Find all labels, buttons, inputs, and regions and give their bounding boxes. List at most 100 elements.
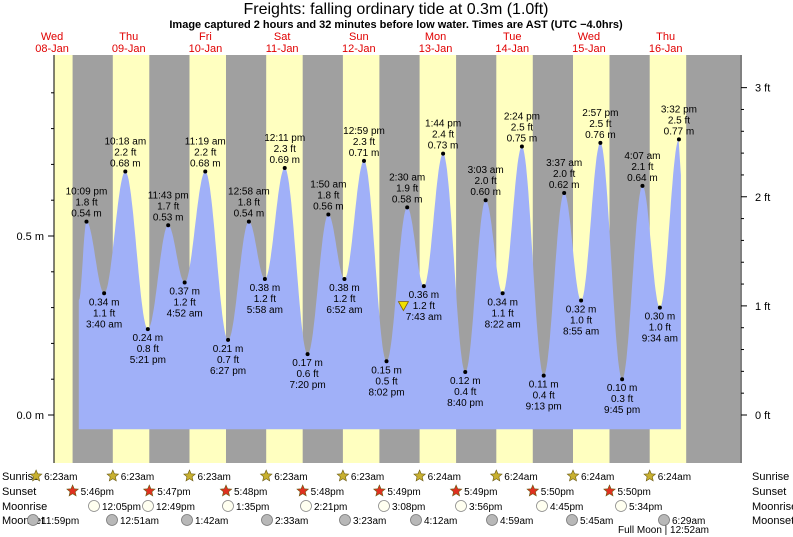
left-tick-label: 0.5 m xyxy=(16,231,44,243)
sunrise-time: 6:24am xyxy=(581,472,614,483)
extreme-point xyxy=(246,219,251,224)
sunrise-icon xyxy=(336,469,350,482)
low-time-label: 4:52 am xyxy=(167,309,203,320)
sunset-time: 5:48pm xyxy=(234,487,267,498)
day-name: Thu xyxy=(656,31,675,43)
high-time-label: 3:03 am xyxy=(468,165,504,176)
high-time-label: 12:58 am xyxy=(228,187,270,198)
high-time-label: 12:11 pm xyxy=(264,133,305,144)
sunrise-time: 6:24am xyxy=(658,472,691,483)
day-name: Tue xyxy=(503,31,522,43)
high-m-label: 0.54 m xyxy=(71,209,102,220)
low-time-label: 5:58 am xyxy=(247,305,283,316)
low-m-label: 0.32 m xyxy=(566,304,597,315)
sunset-time: 5:47pm xyxy=(157,487,190,498)
sunset-icon xyxy=(296,484,310,497)
sunset-time: 5:50pm xyxy=(617,487,650,498)
high-ft-label: 1.9 ft xyxy=(396,183,418,194)
moonrise-time: 12:05pm xyxy=(102,502,141,513)
sunrise-icon xyxy=(643,469,657,482)
daylight-band xyxy=(54,55,73,463)
high-time-label: 10:18 am xyxy=(104,137,146,148)
moonset-icon xyxy=(339,514,351,526)
moonrise-time: 4:45pm xyxy=(550,502,583,513)
high-m-label: 0.54 m xyxy=(234,209,265,220)
low-time-label: 9:45 pm xyxy=(604,405,640,416)
moonrise-icon xyxy=(536,500,548,512)
moonset-time: 6:29am xyxy=(672,516,705,527)
high-time-label: 10:09 pm xyxy=(66,187,108,198)
high-m-label: 0.60 m xyxy=(470,187,501,198)
high-m-label: 0.58 m xyxy=(392,194,423,205)
moonset-time: 4:12am xyxy=(424,516,457,527)
sunrise-time: 6:23am xyxy=(121,472,154,483)
right-tick-label: 3 ft xyxy=(755,83,770,95)
extreme-point xyxy=(463,370,468,375)
low-time-label: 7:43 am xyxy=(406,312,442,323)
low-ft-label: 1.1 ft xyxy=(93,308,115,319)
high-m-label: 0.71 m xyxy=(349,148,380,159)
high-m-label: 0.68 m xyxy=(190,159,221,170)
sunrise-time: 6:23am xyxy=(351,472,384,483)
moonrise-icon xyxy=(222,500,234,512)
low-time-label: 5:21 pm xyxy=(130,355,166,366)
extreme-point xyxy=(441,151,446,156)
low-time-label: 6:52 am xyxy=(326,305,362,316)
extreme-point xyxy=(102,291,107,296)
high-ft-label: 2.5 ft xyxy=(668,115,690,126)
high-ft-label: 1.8 ft xyxy=(317,191,339,202)
extreme-point xyxy=(166,223,171,228)
extreme-point xyxy=(519,144,524,149)
high-time-label: 2:57 pm xyxy=(582,108,618,119)
sunrise-time: 6:23am xyxy=(274,472,307,483)
low-ft-label: 1.1 ft xyxy=(492,308,514,319)
high-m-label: 0.64 m xyxy=(627,173,658,184)
sunset-time: 5:48pm xyxy=(311,487,344,498)
sunset-icon xyxy=(526,484,540,497)
day-date: 16-Jan xyxy=(649,43,683,55)
extreme-point xyxy=(123,169,128,174)
low-ft-label: 1.2 ft xyxy=(333,294,355,305)
sunset-time: 5:50pm xyxy=(541,487,574,498)
sunrise-icon xyxy=(106,469,120,482)
extreme-point xyxy=(562,191,567,196)
low-ft-label: 1.2 ft xyxy=(254,294,276,305)
high-time-label: 4:07 am xyxy=(624,151,660,162)
high-time-label: 12:59 pm xyxy=(343,126,385,137)
high-ft-label: 2.2 ft xyxy=(114,148,136,159)
high-time-label: 3:32 pm xyxy=(661,104,697,115)
moonset-icon xyxy=(658,514,670,526)
extreme-point xyxy=(620,377,625,382)
extreme-point xyxy=(342,276,347,281)
day-date: 11-Jan xyxy=(266,43,299,55)
extreme-point xyxy=(361,158,366,163)
moonrise-row-label-right: Moonrise xyxy=(752,501,793,513)
sunset-time: 5:49pm xyxy=(387,487,420,498)
extreme-point xyxy=(182,280,187,285)
extreme-point xyxy=(640,183,645,188)
low-time-label: 9:13 pm xyxy=(526,402,562,413)
low-ft-label: 0.5 ft xyxy=(375,376,397,387)
day-name: Sat xyxy=(274,31,291,43)
low-time-label: 9:34 am xyxy=(642,334,678,345)
sunset-row-label-right: Sunset xyxy=(752,486,786,498)
sunrise-icon xyxy=(566,469,580,482)
moonrise-time: 2:21pm xyxy=(314,502,347,513)
low-m-label: 0.36 m xyxy=(409,290,440,301)
extreme-point xyxy=(421,284,426,289)
y-axes: 0.0 m 0.5 m 0 ft 1 ft 2 ft 3 ft xyxy=(16,55,770,463)
high-m-label: 0.53 m xyxy=(153,212,184,223)
low-time-label: 8:40 pm xyxy=(447,398,483,409)
high-time-label: 3:37 am xyxy=(546,158,582,169)
extreme-point xyxy=(500,291,505,296)
low-ft-label: 1.2 ft xyxy=(174,298,196,309)
high-ft-label: 2.3 ft xyxy=(353,137,375,148)
tide-extremes: 10:09 pm1.8 ft0.54 m0.34 m1.1 ft3:40 am1… xyxy=(66,104,697,416)
high-ft-label: 2.1 ft xyxy=(631,162,653,173)
day-name: Wed xyxy=(41,31,63,43)
low-m-label: 0.37 m xyxy=(169,287,200,298)
moonset-icon xyxy=(410,514,422,526)
high-ft-label: 1.8 ft xyxy=(238,198,260,209)
extreme-point xyxy=(541,373,546,378)
moonset-time: 1:42am xyxy=(195,516,228,527)
